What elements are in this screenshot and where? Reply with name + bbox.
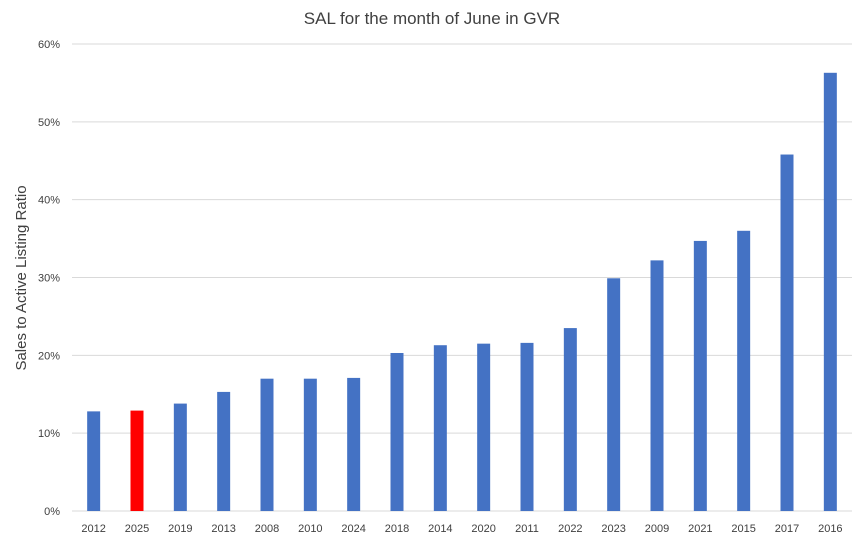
x-tick-label: 2019 — [168, 523, 192, 535]
x-tick-label: 2008 — [255, 523, 279, 535]
x-tick-label: 2024 — [341, 523, 365, 535]
bar-2013 — [217, 391, 231, 511]
bar-2015 — [737, 230, 751, 512]
bar-2009 — [650, 260, 664, 511]
y-tick-label: 50% — [38, 117, 60, 129]
bar-2018 — [390, 352, 404, 511]
x-tick-label: 2022 — [558, 523, 582, 535]
x-tick-label: 2017 — [775, 523, 799, 535]
x-tick-label: 2023 — [601, 523, 625, 535]
bar-2012 — [87, 411, 101, 511]
bar-2021 — [693, 240, 707, 511]
chart-title: SAL for the month of June in GVR — [304, 9, 560, 28]
x-tick-label: 2009 — [645, 523, 669, 535]
bar-2017 — [780, 154, 794, 512]
bar-2022 — [563, 328, 577, 511]
x-tick-label: 2010 — [298, 523, 322, 535]
x-tick-label: 2011 — [515, 523, 539, 535]
x-tick-label: 2014 — [428, 523, 452, 535]
bar-2020 — [477, 343, 491, 511]
x-tick-label: 2020 — [471, 523, 495, 535]
bar-2008 — [260, 378, 274, 511]
x-tick-label: 2018 — [385, 523, 409, 535]
x-tick-label: 2021 — [688, 523, 712, 535]
x-tick-label: 2016 — [818, 523, 842, 535]
x-tick-labels: 2012 2025 2019 2013 2008 2010 2024 2018 2014 2020… — [81, 523, 842, 535]
y-tick-label: 20% — [38, 350, 60, 362]
y-tick-label: 60% — [38, 39, 60, 51]
x-tick-label: 2025 — [125, 523, 149, 535]
bar-2025 — [130, 410, 144, 511]
bar-2010 — [303, 378, 317, 511]
x-tick-label: 2012 — [81, 523, 105, 535]
y-tick-label: 10% — [38, 428, 60, 440]
y-tick-labels: 0% 10% 20% 30% 40% 50% 60% — [38, 39, 60, 518]
bar-2024 — [347, 377, 361, 511]
x-tick-label: 2015 — [731, 523, 755, 535]
bar-2011 — [520, 342, 534, 511]
gridlines — [72, 43, 852, 512]
bar-2016 — [823, 72, 837, 511]
x-tick-label: 2013 — [211, 523, 235, 535]
bars — [87, 72, 837, 512]
y-axis-label: Sales to Active Listing Ratio — [13, 185, 30, 370]
bar-2019 — [173, 403, 187, 511]
y-tick-label: 30% — [38, 273, 60, 285]
y-tick-label: 0% — [44, 506, 60, 518]
bar-2023 — [607, 278, 621, 511]
bar-2014 — [433, 345, 447, 511]
y-tick-label: 40% — [38, 195, 60, 207]
